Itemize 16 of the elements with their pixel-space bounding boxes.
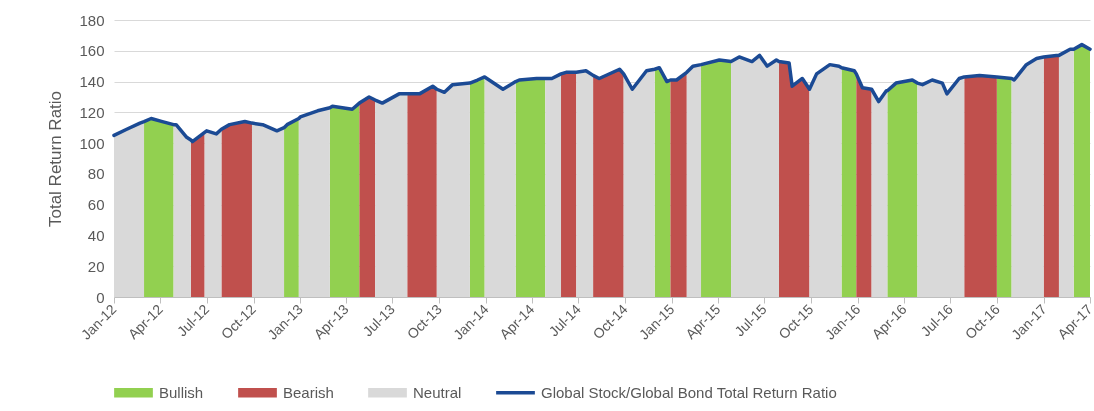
y-tick-label: 100 <box>79 134 105 152</box>
y-tick-label: 120 <box>79 103 105 121</box>
y-tick-label: 180 <box>79 11 105 29</box>
y-tick-label: 80 <box>87 165 105 183</box>
y-tick-label: 140 <box>79 73 105 91</box>
y-tick-label: 20 <box>87 257 105 275</box>
legend-label: Neutral <box>413 383 462 401</box>
line-series <box>112 42 1092 144</box>
legend-label: Bullish <box>159 383 204 401</box>
y-tick-label: 160 <box>79 42 105 60</box>
y-tick-label: 0 <box>96 288 105 306</box>
legend-label: Global Stock/Global Bond Total Return Ratio <box>541 383 837 401</box>
y-tick-label: 60 <box>87 196 105 214</box>
y-tick-label: 40 <box>87 226 105 244</box>
y-axis-title: Total Return Ratio <box>46 90 66 228</box>
legend-label: Bearish <box>283 383 334 401</box>
